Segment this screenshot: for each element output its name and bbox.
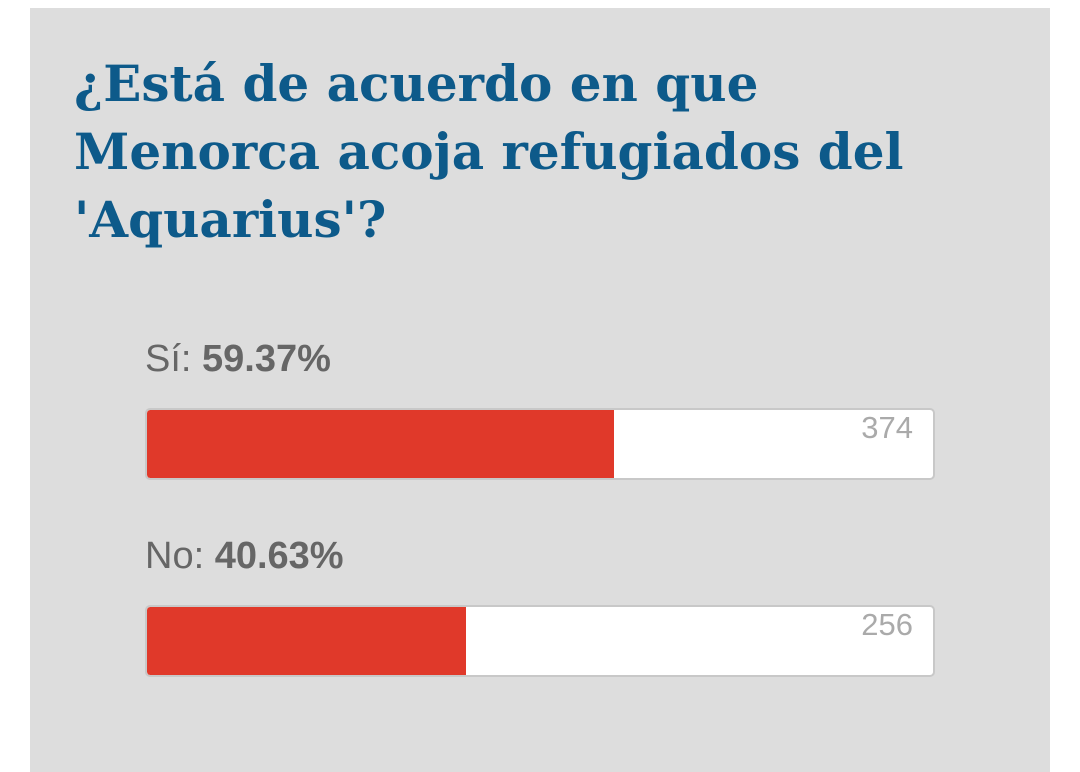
poll-panel: ¿Está de acuerdo en que Menorca acoja ref… bbox=[30, 8, 1050, 772]
title-line: 'Aquarius'? bbox=[74, 190, 387, 249]
option-percent: 59.37% bbox=[202, 338, 331, 380]
vote-count: 374 bbox=[861, 410, 913, 445]
option-name: No: bbox=[145, 535, 205, 577]
option-label: Sí: 59.37% bbox=[145, 338, 935, 388]
bar bbox=[147, 410, 614, 478]
option: Sí: 59.37% 374 bbox=[145, 338, 935, 480]
title-line: ¿Está de acuerdo en que bbox=[74, 54, 759, 113]
option-label: No: 40.63% bbox=[145, 535, 935, 585]
bar bbox=[147, 607, 467, 675]
option-name: Sí: bbox=[145, 338, 192, 380]
bar-track: 256 bbox=[145, 605, 935, 677]
option: No: 40.63% 256 bbox=[145, 535, 935, 677]
vote-count: 256 bbox=[861, 607, 913, 642]
poll-title: ¿Está de acuerdo en que Menorca acoja ref… bbox=[74, 50, 904, 254]
option-percent: 40.63% bbox=[214, 535, 344, 577]
title-line: Menorca acoja refugiados del bbox=[74, 122, 904, 181]
bar-track: 374 bbox=[145, 408, 935, 480]
